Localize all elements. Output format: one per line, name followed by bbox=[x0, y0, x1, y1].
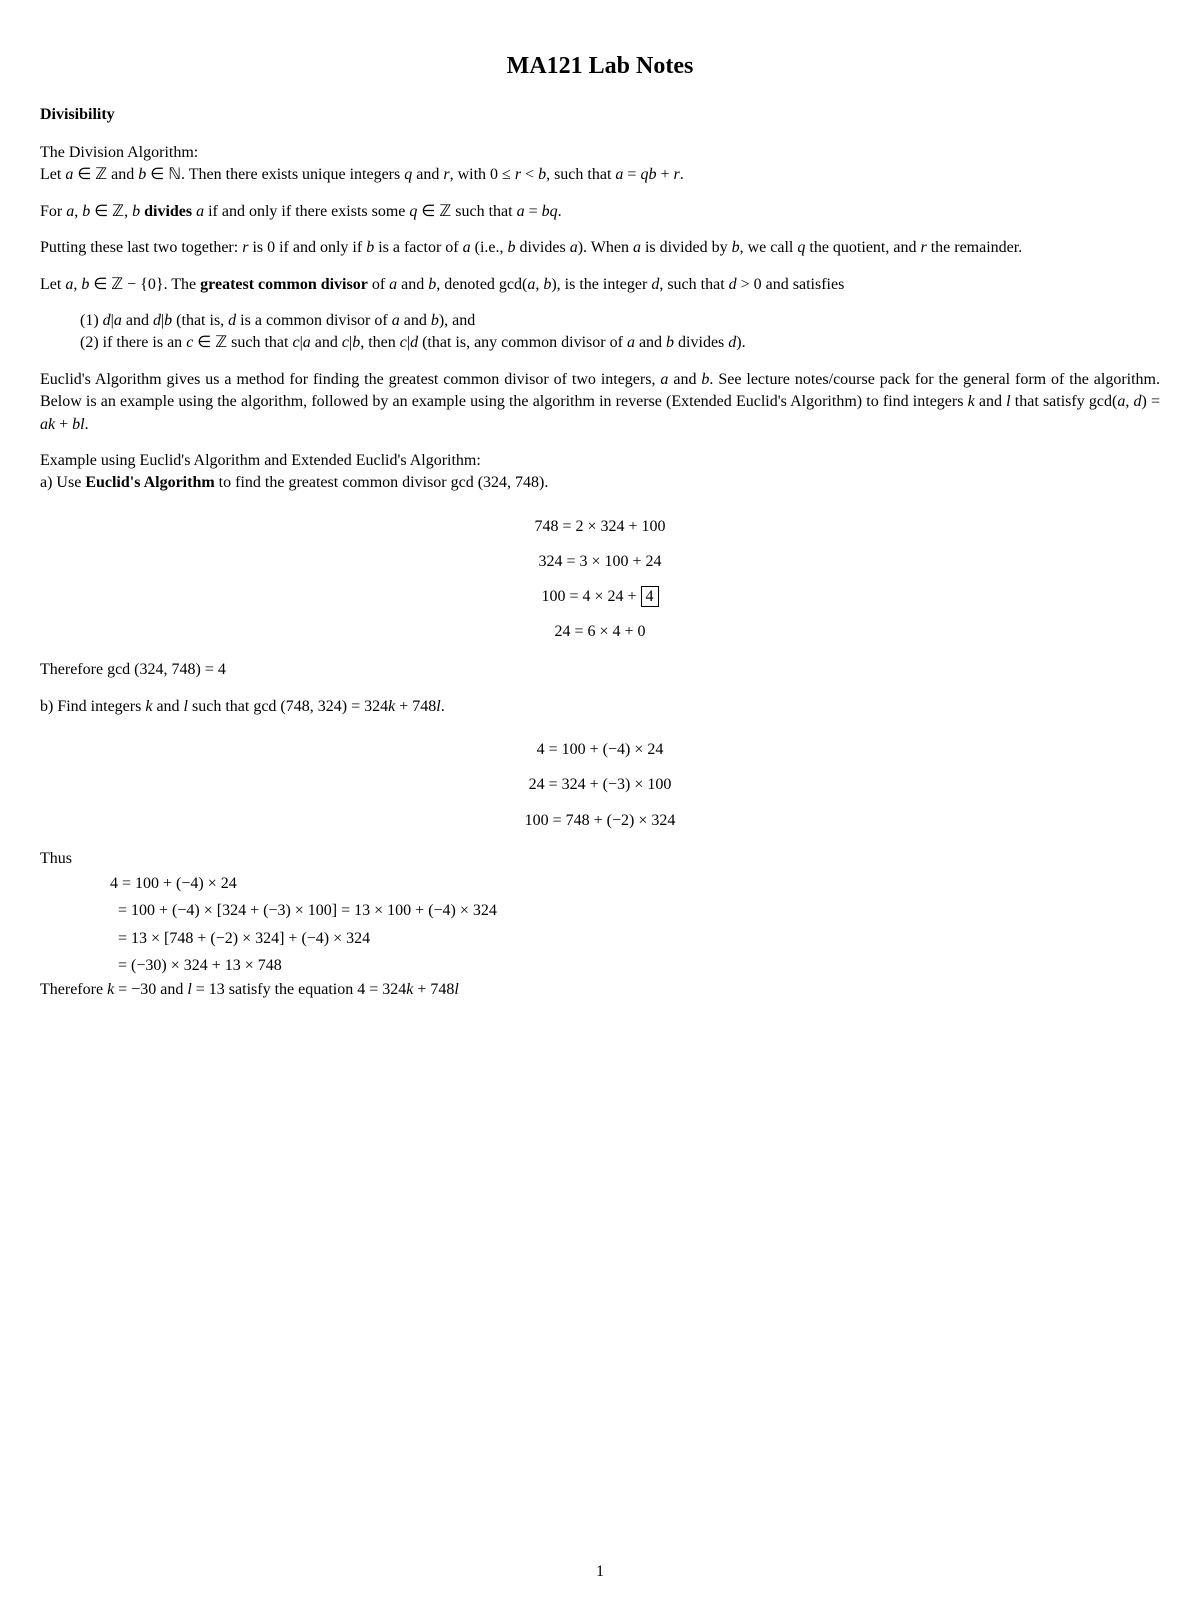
text: (1) bbox=[80, 312, 103, 329]
page-number: 1 bbox=[40, 1561, 1160, 1583]
text: such that bbox=[227, 334, 292, 351]
text: Therefore bbox=[40, 981, 107, 998]
equation-6: 24 = 324 + (−3) × 100 bbox=[40, 767, 1160, 802]
text: and bbox=[311, 334, 342, 351]
paragraph-division-algorithm: The Division Algorithm: Let a ∈ ℤ and b … bbox=[40, 142, 1160, 187]
text: is a common divisor of bbox=[236, 312, 392, 329]
equation-5: 4 = 100 + (−4) × 24 bbox=[40, 732, 1160, 767]
text: such that gcd (748, 324) = 324 bbox=[188, 698, 388, 715]
text: , then bbox=[360, 334, 400, 351]
paragraph-gcd-def: Let a, b ∈ ℤ − {0}. The greatest common … bbox=[40, 274, 1160, 296]
part-b: b) Find integers k and l such that gcd (… bbox=[40, 696, 1160, 718]
thus: Thus bbox=[40, 848, 1160, 870]
therefore-b: Therefore k = −30 and l = 13 satisfy the… bbox=[40, 979, 1160, 1001]
text: and bbox=[635, 334, 666, 351]
work-3: = 13 × [748 + (−2) × 324] + (−4) × 324 bbox=[110, 925, 1160, 952]
text: (2) if there is an bbox=[80, 334, 186, 351]
extended-equations: 4 = 100 + (−4) × 24 24 = 324 + (−3) × 10… bbox=[40, 732, 1160, 838]
text: = −30 and bbox=[114, 981, 187, 998]
text: and bbox=[152, 698, 183, 715]
text: = 13 satisfy the equation 4 = 324 bbox=[192, 981, 406, 998]
section-heading: Divisibility bbox=[40, 104, 1160, 126]
equation-2: 324 = 3 × 100 + 24 bbox=[40, 544, 1160, 579]
equation-1: 748 = 2 × 324 + 100 bbox=[40, 509, 1160, 544]
therefore-a: Therefore gcd (324, 748) = 4 bbox=[40, 659, 1160, 681]
paragraph-putting-together: Putting these last two together: r is 0 … bbox=[40, 237, 1160, 259]
text: divides bbox=[674, 334, 728, 351]
text: The Division Algorithm: bbox=[40, 144, 198, 161]
text: and bbox=[400, 312, 431, 329]
equation-7: 100 = 748 + (−2) × 324 bbox=[40, 803, 1160, 838]
text: to find the greatest common divisor gcd … bbox=[215, 474, 549, 491]
condition-list: (1) d|a and d|b (that is, d is a common … bbox=[40, 310, 1160, 355]
work-1: 4 = 100 + (−4) × 24 bbox=[110, 870, 1160, 897]
text: Let a ∈ ℤ and b ∈ ℕ. Then there exists u… bbox=[40, 166, 684, 183]
text: + 748 bbox=[413, 981, 454, 998]
equation-4: 24 = 6 × 4 + 0 bbox=[40, 614, 1160, 649]
condition-2: (2) if there is an c ∈ ℤ such that c|a a… bbox=[80, 332, 1160, 354]
text: Euclid's Algorithm bbox=[85, 474, 214, 491]
paragraph-euclid-intro: Euclid's Algorithm gives us a method for… bbox=[40, 369, 1160, 436]
paragraph-example-intro: Example using Euclid's Algorithm and Ext… bbox=[40, 450, 1160, 495]
page-title: MA121 Lab Notes bbox=[40, 50, 1160, 84]
text: such that bbox=[451, 203, 516, 220]
text: Example using Euclid's Algorithm and Ext… bbox=[40, 452, 481, 469]
text: , bbox=[124, 203, 132, 220]
work-equations: 4 = 100 + (−4) × 24 = 100 + (−4) × [324 … bbox=[110, 870, 1160, 979]
work-4: = (−30) × 324 + 13 × 748 bbox=[110, 952, 1160, 979]
equation-3: 100 = 4 × 24 + 4 bbox=[40, 579, 1160, 614]
work-2: = 100 + (−4) × [324 + (−3) × 100] = 13 ×… bbox=[110, 897, 1160, 924]
euclid-equations: 748 = 2 × 324 + 100 324 = 3 × 100 + 24 1… bbox=[40, 509, 1160, 650]
text: and bbox=[122, 312, 153, 329]
text: ). bbox=[736, 334, 745, 351]
boxed-gcd: 4 bbox=[641, 586, 659, 607]
text: b) Find integers bbox=[40, 698, 145, 715]
text: + 748 bbox=[395, 698, 436, 715]
condition-1: (1) d|a and d|b (that is, d is a common … bbox=[80, 310, 1160, 332]
text: if and only if there exists some bbox=[204, 203, 409, 220]
text: a) Use bbox=[40, 474, 85, 491]
text: (that is, any common divisor of bbox=[418, 334, 627, 351]
text: For bbox=[40, 203, 66, 220]
text: (that is, bbox=[172, 312, 228, 329]
text: ), and bbox=[439, 312, 475, 329]
text: 100 = 4 × 24 + bbox=[541, 588, 640, 605]
text: divides bbox=[140, 203, 192, 220]
paragraph-divides: For a, b ∈ ℤ, b divides a if and only if… bbox=[40, 201, 1160, 223]
